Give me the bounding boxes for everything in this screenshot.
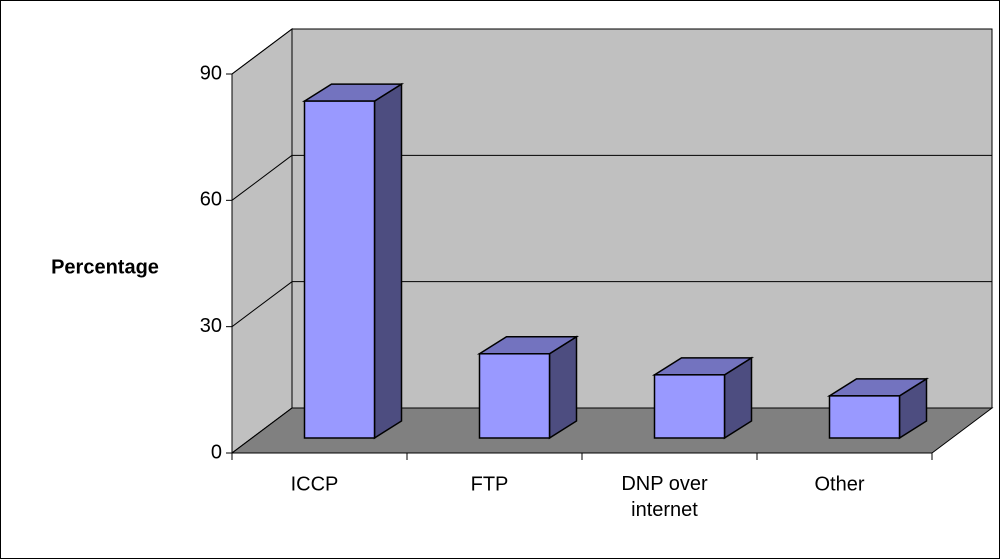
bar — [653, 374, 726, 439]
bar — [478, 353, 551, 439]
bar-side — [373, 82, 403, 440]
y-axis-label: Percentage — [51, 256, 159, 278]
y-tick-label: 90 — [200, 62, 222, 84]
grid-line — [231, 28, 293, 75]
y-tick-label: 60 — [200, 189, 222, 211]
x-tick-label: ICCP — [291, 473, 339, 495]
y-tick-label: 0 — [211, 441, 222, 463]
grid-line — [231, 154, 293, 201]
y-tick-label: 30 — [200, 315, 222, 337]
bar — [303, 100, 376, 439]
x-tick-label: Other — [814, 473, 864, 495]
x-tick-label: DNP over internet — [621, 473, 708, 521]
side-wall — [231, 28, 293, 454]
x-tick-label-line: DNP over — [621, 473, 708, 495]
grid-line — [231, 407, 293, 454]
x-tick-label: FTP — [471, 473, 509, 495]
grid-line — [231, 281, 293, 328]
bar — [828, 395, 901, 439]
x-tick-label-line: internet — [631, 499, 698, 521]
